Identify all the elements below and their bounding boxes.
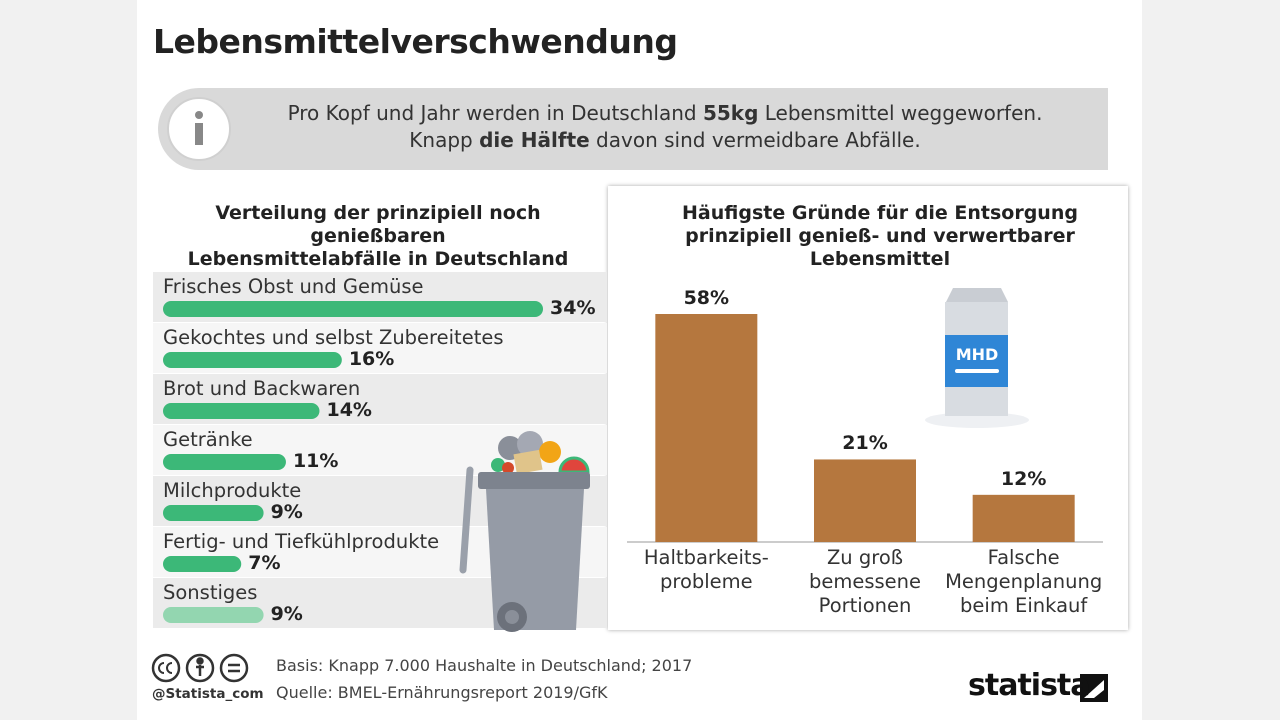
category-label: Getränke xyxy=(163,428,253,451)
bar xyxy=(163,403,320,419)
category-label: Gekochtes und selbst Zubereitetes xyxy=(163,326,504,349)
info-box xyxy=(158,88,1108,170)
category-label: Falsche Mengenplanung beim Einkauf xyxy=(945,546,1103,617)
value-label: 16% xyxy=(348,348,395,370)
bar xyxy=(163,352,342,368)
carton-label: MHD xyxy=(955,345,999,364)
value-label: 9% xyxy=(270,501,303,523)
chart-title: Häufigste Gründe für die Entsorgung prin… xyxy=(682,202,1078,270)
category-label: Frisches Obst und Gemüse xyxy=(163,275,424,298)
info-text: Pro Kopf und Jahr werden in Deutschland xyxy=(287,101,703,125)
social-handle: @Statista_com xyxy=(152,686,264,702)
value-label: 12% xyxy=(1000,467,1047,490)
category-label: Fertig- und Tiefkühlprodukte xyxy=(163,530,440,553)
value-label: 34% xyxy=(550,297,596,319)
value-label: 21% xyxy=(842,432,888,455)
brand: statista xyxy=(968,668,1091,703)
value-label: 14% xyxy=(326,399,372,421)
bar xyxy=(163,556,242,572)
bar xyxy=(163,505,264,521)
value-label: 58% xyxy=(683,287,730,309)
title: Lebensmittelverschwendung xyxy=(153,22,678,61)
category-label: Zu groß bemessene Portionen xyxy=(808,546,922,617)
category-label: Haltbarkeits- probleme xyxy=(643,546,769,593)
info-text: Pro Kopf und Jahr werden in Deutschland … xyxy=(230,100,1100,154)
bar xyxy=(972,494,1075,542)
chart-title: Verteilung der prinzipiell noch genießba… xyxy=(187,202,569,270)
bar xyxy=(163,301,543,317)
category-label: Milchprodukte xyxy=(163,479,302,502)
info-text: Lebensmittel weggeworfen. xyxy=(758,101,1043,125)
bar xyxy=(814,459,916,542)
info-text: Knapp xyxy=(409,128,480,152)
value-label: 11% xyxy=(292,450,339,472)
category-label: Brot und Backwaren xyxy=(163,377,361,400)
bar xyxy=(163,454,286,470)
bar xyxy=(163,607,264,623)
value-label: 9% xyxy=(270,603,303,625)
source: Quelle: BMEL-Ernährungsreport 2019/GfK xyxy=(276,683,608,702)
info-emphasis: 55kg xyxy=(702,101,759,125)
value-label: 7% xyxy=(248,552,281,574)
info-emphasis: die Hälfte xyxy=(479,128,590,152)
bar xyxy=(655,314,758,542)
category-label: Sonstiges xyxy=(163,581,258,604)
basis: Basis: Knapp 7.000 Haushalte in Deutschl… xyxy=(276,656,693,675)
info-text: davon sind vermeidbare Abfälle. xyxy=(589,128,921,152)
